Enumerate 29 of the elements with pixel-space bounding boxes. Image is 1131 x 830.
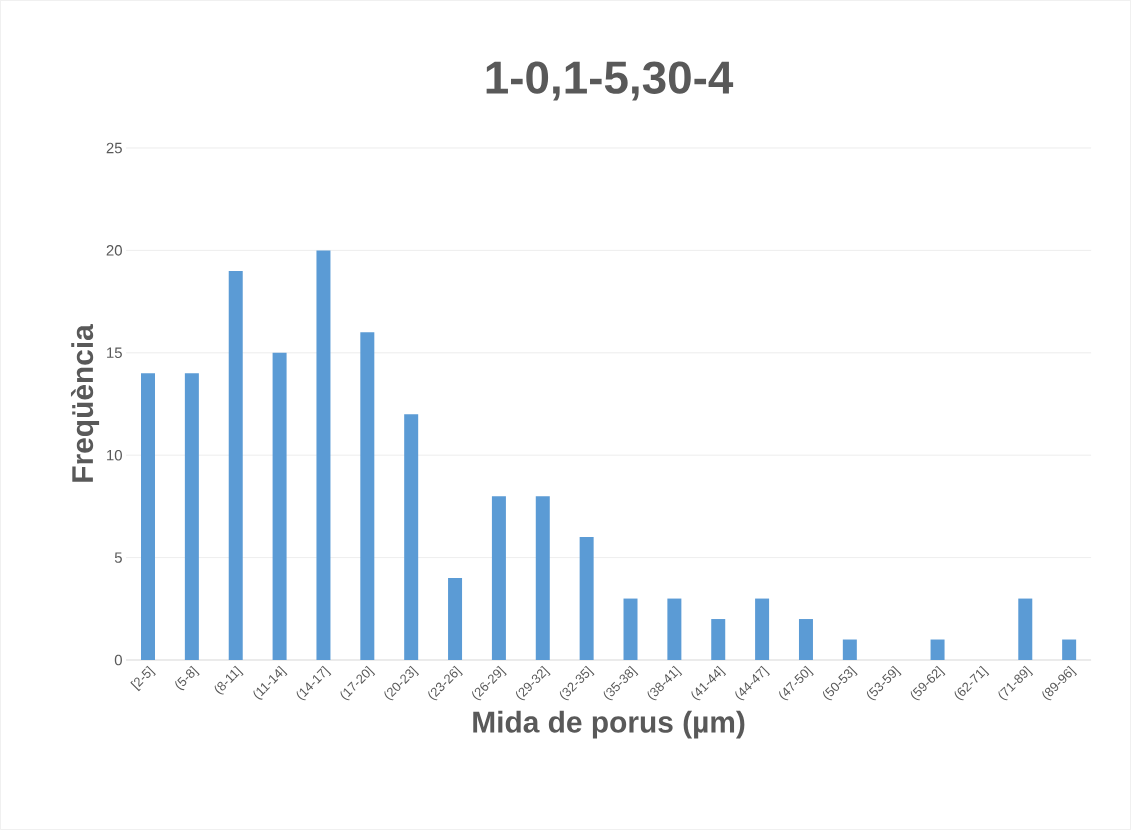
bar <box>141 373 155 660</box>
bar <box>579 537 594 660</box>
y-tick-label: 5 <box>114 552 122 563</box>
bar <box>228 270 243 660</box>
bar <box>184 373 199 660</box>
bar <box>755 598 770 660</box>
bar <box>360 332 375 660</box>
x-axis-title: Mida de porus (µm) <box>473 710 745 739</box>
bar <box>623 598 638 660</box>
y-tick-label: 0 <box>114 654 122 666</box>
chart-title: 1-0,1-5,30-4 <box>486 61 734 101</box>
y-tick-label: 25 <box>106 142 122 154</box>
y-tick-label: 15 <box>107 347 122 358</box>
bar <box>1062 639 1077 660</box>
bar <box>930 639 945 660</box>
bar <box>535 496 550 660</box>
bar <box>316 250 331 660</box>
bar <box>711 619 726 660</box>
bar <box>404 414 419 660</box>
bar <box>667 598 682 660</box>
y-tick-label: 20 <box>106 245 122 256</box>
bar <box>491 496 506 660</box>
y-tick-label: 10 <box>107 449 122 461</box>
bar <box>448 578 463 660</box>
bar <box>798 619 813 660</box>
y-axis-title: Freqüència <box>70 324 100 482</box>
bar <box>272 352 287 660</box>
bar <box>1018 598 1033 660</box>
bar <box>842 639 857 660</box>
